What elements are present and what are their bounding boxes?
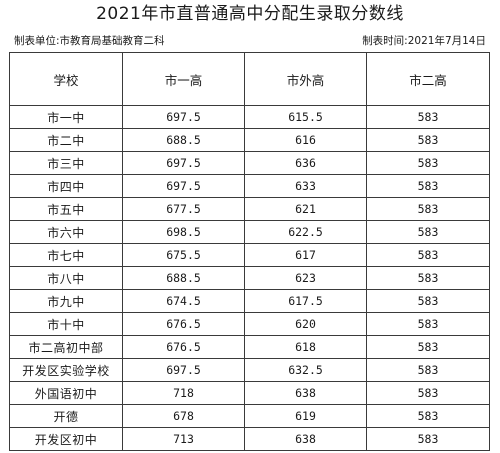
score-foreign-language-high-cell: 638 <box>244 381 367 405</box>
school-name-cell: 市九中 <box>9 289 123 313</box>
score-high-school-2-cell: 583 <box>366 151 490 175</box>
score-foreign-language-high-cell: 633 <box>244 174 367 198</box>
score-foreign-language-high-cell: 616 <box>244 128 367 152</box>
score-high-school-2-cell: 583 <box>366 197 490 221</box>
score-foreign-language-high-cell: 632.5 <box>244 358 367 382</box>
score-high-school-1-cell: 698.5 <box>122 220 245 244</box>
table-row: 外国语初中 718 638 583 <box>9 381 490 405</box>
score-foreign-language-high-cell: 636 <box>244 151 367 175</box>
score-high-school-2-cell: 583 <box>366 105 490 129</box>
header-foreign-language-high: 市外高 <box>244 52 367 106</box>
score-foreign-language-high-cell: 617 <box>244 243 367 267</box>
school-name-cell: 开发区实验学校 <box>9 358 123 382</box>
score-high-school-2-cell: 583 <box>366 289 490 313</box>
score-high-school-2-cell: 583 <box>366 404 490 428</box>
score-foreign-language-high-cell: 617.5 <box>244 289 367 313</box>
score-high-school-2-cell: 583 <box>366 266 490 290</box>
table-row: 市六中 698.5 622.5 583 <box>9 220 490 244</box>
table-row: 市八中 688.5 623 583 <box>9 266 490 290</box>
score-high-school-1-cell: 688.5 <box>122 128 245 152</box>
header-high-school-1: 市一高 <box>122 52 245 106</box>
score-foreign-language-high-cell: 619 <box>244 404 367 428</box>
table-row: 市二高初中部 676.5 618 583 <box>9 335 490 359</box>
school-name-cell: 市四中 <box>9 174 123 198</box>
header-school: 学校 <box>9 52 123 106</box>
document-title: 2021年市直普通高中分配生录取分数线 <box>96 4 404 24</box>
score-high-school-2-cell: 583 <box>366 312 490 336</box>
score-high-school-1-cell: 697.5 <box>122 358 245 382</box>
table-row: 市一中 697.5 615.5 583 <box>9 105 490 129</box>
score-high-school-1-cell: 697.5 <box>122 151 245 175</box>
school-name-cell: 市一中 <box>9 105 123 129</box>
score-high-school-2-cell: 583 <box>366 220 490 244</box>
score-high-school-2-cell: 583 <box>366 358 490 382</box>
score-foreign-language-high-cell: 623 <box>244 266 367 290</box>
table-row: 市九中 674.5 617.5 583 <box>9 289 490 313</box>
score-foreign-language-high-cell: 618 <box>244 335 367 359</box>
score-high-school-1-cell: 675.5 <box>122 243 245 267</box>
table-header-row: 学校 市一高 市外高 市二高 <box>9 52 490 106</box>
school-name-cell: 开德 <box>9 404 123 428</box>
table-row: 市七中 675.5 617 583 <box>9 243 490 267</box>
score-high-school-1-cell: 677.5 <box>122 197 245 221</box>
score-high-school-2-cell: 583 <box>366 427 490 451</box>
score-high-school-2-cell: 583 <box>366 174 490 198</box>
score-high-school-2-cell: 583 <box>366 381 490 405</box>
score-high-school-1-cell: 674.5 <box>122 289 245 313</box>
table-row: 市三中 697.5 636 583 <box>9 151 490 175</box>
table-row: 开发区实验学校 697.5 632.5 583 <box>9 358 490 382</box>
score-foreign-language-high-cell: 621 <box>244 197 367 221</box>
table-row: 市五中 677.5 621 583 <box>9 197 490 221</box>
school-name-cell: 市五中 <box>9 197 123 221</box>
school-name-cell: 外国语初中 <box>9 381 123 405</box>
score-foreign-language-high-cell: 638 <box>244 427 367 451</box>
issue-date: 制表时间:2021年7月14日 <box>362 35 486 47</box>
score-foreign-language-high-cell: 615.5 <box>244 105 367 129</box>
score-high-school-1-cell: 697.5 <box>122 174 245 198</box>
school-name-cell: 开发区初中 <box>9 427 123 451</box>
table-row: 市四中 697.5 633 583 <box>9 174 490 198</box>
score-foreign-language-high-cell: 622.5 <box>244 220 367 244</box>
score-high-school-1-cell: 678 <box>122 404 245 428</box>
score-high-school-2-cell: 583 <box>366 335 490 359</box>
table-row: 市二中 688.5 616 583 <box>9 128 490 152</box>
score-high-school-1-cell: 718 <box>122 381 245 405</box>
table-row: 市十中 676.5 620 583 <box>9 312 490 336</box>
score-high-school-1-cell: 676.5 <box>122 312 245 336</box>
score-high-school-2-cell: 583 <box>366 128 490 152</box>
issuing-unit: 制表单位:市教育局基础教育二科 <box>14 35 165 47</box>
score-high-school-1-cell: 697.5 <box>122 105 245 129</box>
score-table: 学校 市一高 市外高 市二高 市一中 697.5 615.5 583 市二中 688.5 6… <box>9 52 490 451</box>
header-high-school-2: 市二高 <box>366 52 490 106</box>
school-name-cell: 市二高初中部 <box>9 335 123 359</box>
table-row: 开德 678 619 583 <box>9 404 490 428</box>
score-high-school-1-cell: 688.5 <box>122 266 245 290</box>
table-body: 市一中 697.5 615.5 583 市二中 688.5 616 583 市三中 697.5 63… <box>9 105 490 451</box>
score-high-school-1-cell: 713 <box>122 427 245 451</box>
school-name-cell: 市十中 <box>9 312 123 336</box>
score-foreign-language-high-cell: 620 <box>244 312 367 336</box>
school-name-cell: 市三中 <box>9 151 123 175</box>
table-row: 开发区初中 713 638 583 <box>9 427 490 451</box>
score-high-school-2-cell: 583 <box>366 243 490 267</box>
score-high-school-1-cell: 676.5 <box>122 335 245 359</box>
school-name-cell: 市六中 <box>9 220 123 244</box>
school-name-cell: 市二中 <box>9 128 123 152</box>
school-name-cell: 市八中 <box>9 266 123 290</box>
school-name-cell: 市七中 <box>9 243 123 267</box>
